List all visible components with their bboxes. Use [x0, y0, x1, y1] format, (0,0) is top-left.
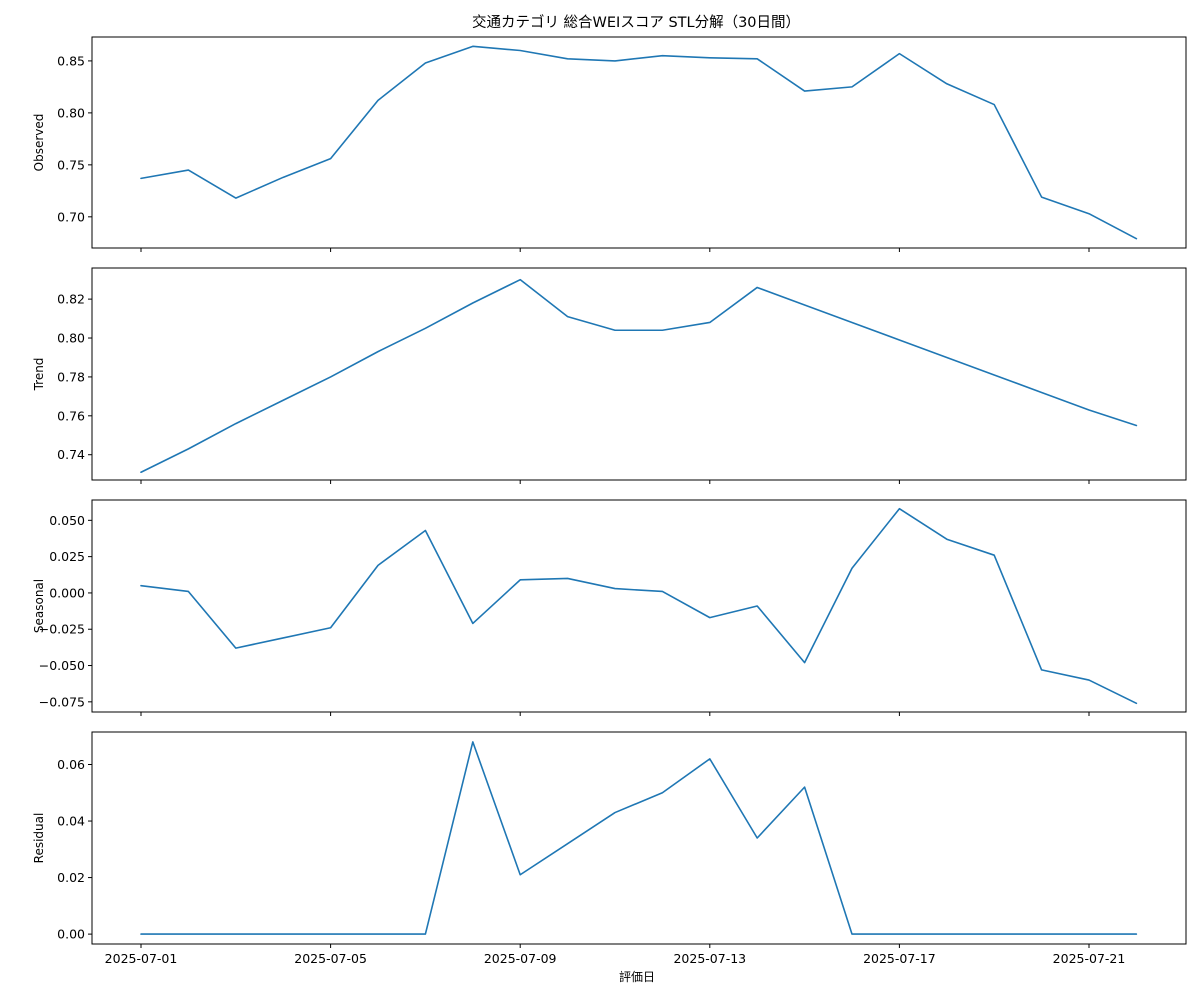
seasonal-panel-frame [91, 499, 1187, 713]
trend-panel-frame [91, 267, 1187, 481]
seasonal-ytick-label: 0.050 [49, 513, 85, 528]
observed-ytick-label: 0.70 [57, 209, 85, 224]
observed-ytick-label: 0.80 [57, 105, 85, 120]
residual-series-line [140, 741, 1138, 935]
seasonal-ytick-label: 0.000 [49, 585, 85, 600]
x-tick-label: 2025-07-13 [673, 951, 746, 966]
observed-panel-frame [91, 36, 1187, 249]
x-tick-label: 2025-07-09 [484, 951, 557, 966]
trend-ytick-label: 0.78 [57, 369, 85, 384]
residual-panel-frame [91, 731, 1187, 945]
trend-ytick-label: 0.82 [57, 292, 85, 307]
residual-ytick-label: 0.00 [57, 927, 85, 942]
x-tick-label: 2025-07-05 [294, 951, 367, 966]
x-tick-label: 2025-07-01 [105, 951, 178, 966]
seasonal-ytick-label: −0.025 [39, 622, 85, 637]
observed-ytick-label: 0.85 [57, 53, 85, 68]
x-axis-label: 評価日 [619, 969, 655, 984]
seasonal-ytick-label: 0.025 [49, 549, 85, 564]
residual-ytick-label: 0.06 [57, 757, 85, 772]
residual-ytick-label: 0.02 [57, 870, 85, 885]
trend-ylabel: Trend [32, 358, 46, 392]
x-tick-label: 2025-07-21 [1053, 951, 1126, 966]
chart-title: 交通カテゴリ 総合WEIスコア STL分解（30日間） [472, 13, 800, 31]
seasonal-ylabel: Seasonal [32, 579, 46, 633]
seasonal-ytick-label: −0.050 [39, 658, 85, 673]
residual-ylabel: Residual [32, 813, 46, 864]
seasonal-ytick-label: −0.075 [39, 694, 85, 709]
seasonal-series-line [140, 507, 1138, 705]
observed-ytick-label: 0.75 [57, 157, 85, 172]
trend-ytick-label: 0.74 [57, 447, 85, 462]
observed-ylabel: Observed [32, 114, 46, 172]
trend-ytick-label: 0.76 [57, 408, 85, 423]
x-tick-label: 2025-07-17 [863, 951, 936, 966]
trend-series-line [140, 278, 1138, 474]
residual-ytick-label: 0.04 [57, 814, 85, 829]
trend-ytick-label: 0.80 [57, 331, 85, 346]
observed-series-line [140, 45, 1138, 240]
